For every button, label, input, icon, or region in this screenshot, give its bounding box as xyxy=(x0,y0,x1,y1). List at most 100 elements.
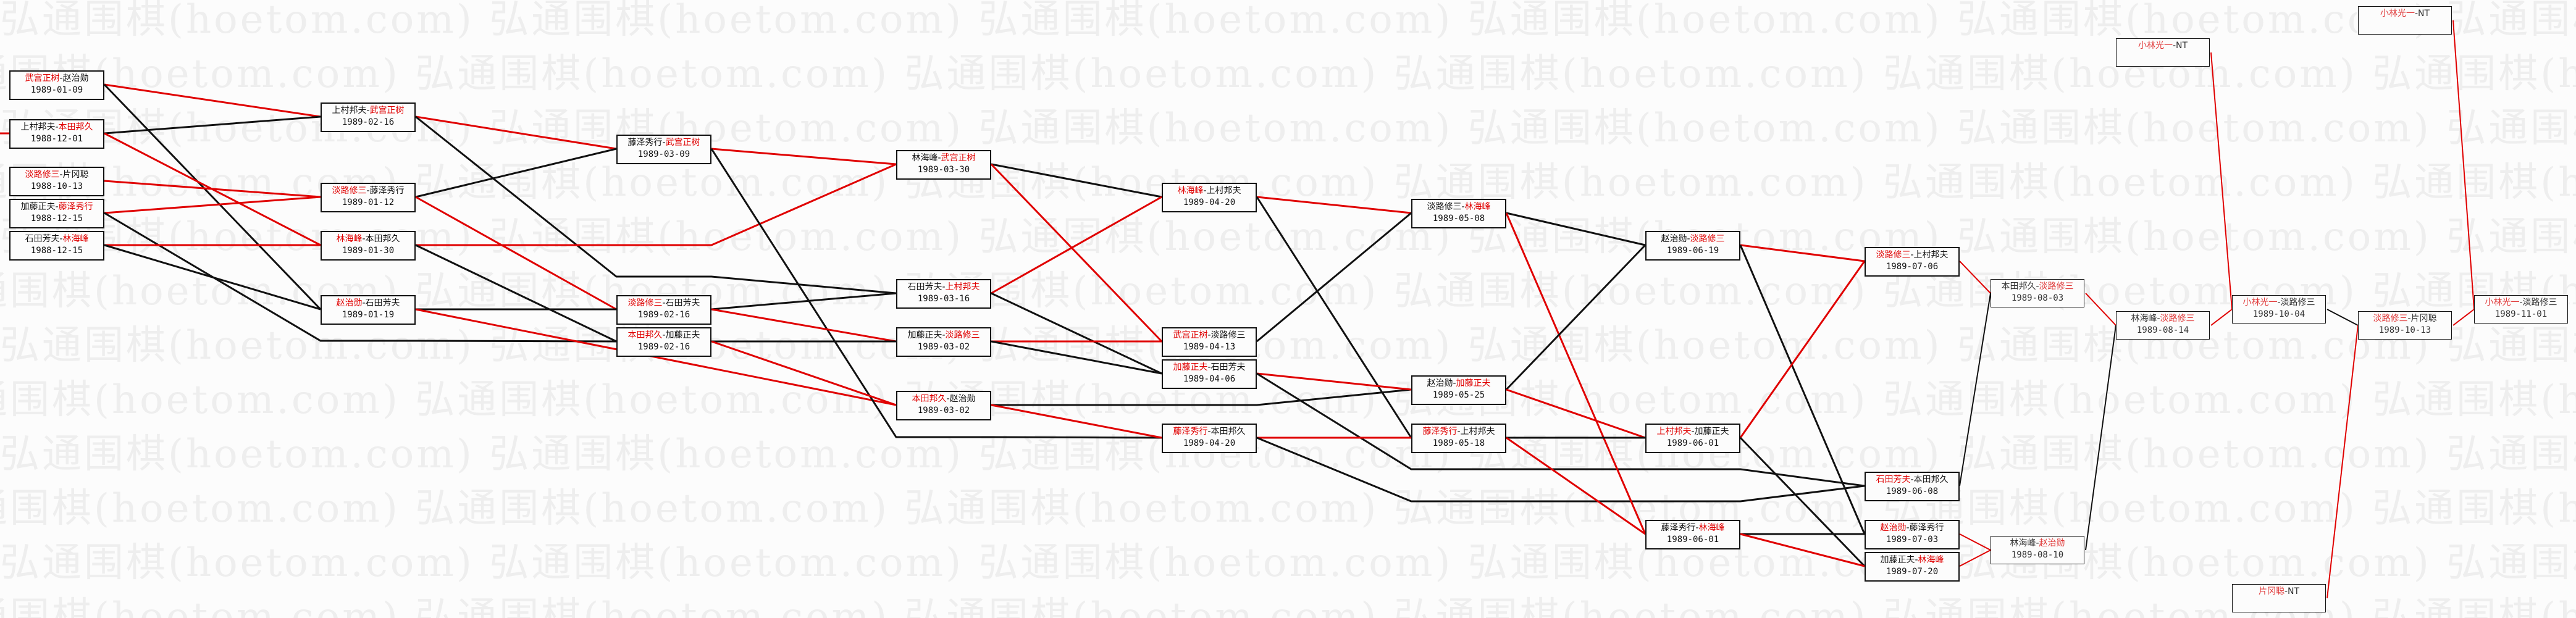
match-box: 淡路修三-片冈聪 1988-10-13 xyxy=(9,167,104,196)
winner-line xyxy=(104,180,321,198)
match-box: 武宫正树-淡路修三 1989-04-13 xyxy=(1162,327,1257,357)
player-2: 武宫正树 xyxy=(665,138,700,148)
player-2: 赵治勋 xyxy=(949,394,976,404)
match-date: 1988-12-01 xyxy=(30,134,83,144)
player-1: 上村邦夫 xyxy=(332,106,367,115)
player-2: 上村邦夫 xyxy=(1206,186,1241,196)
separator: - xyxy=(942,282,946,292)
separator: - xyxy=(2277,298,2281,307)
match-players: 淡路修三-片冈聪 xyxy=(2359,313,2451,325)
winner-line xyxy=(1506,388,1646,439)
match-box: 林海峰-上村邦夫 1989-04-20 xyxy=(1162,183,1257,212)
player-1: 淡路修三 xyxy=(627,298,663,308)
winner-line xyxy=(991,404,1162,439)
separator: - xyxy=(2036,538,2039,548)
winner-line xyxy=(711,148,897,165)
match-box: 小林光一-淡路修三 1989-10-04 xyxy=(2232,295,2326,324)
player-1: 加藤正夫 xyxy=(1173,362,1208,372)
match-date: 1989-10-04 xyxy=(2252,309,2305,319)
winner-line xyxy=(2085,293,2117,326)
player-2: 上村邦夫 xyxy=(945,282,980,292)
match-players: 藤泽秀行-上村邦夫 xyxy=(1412,426,1505,438)
player-2: 林海峰 xyxy=(1918,555,1944,565)
match-box: 武宫正树-赵治勋 1989-01-09 xyxy=(9,70,104,100)
winner-line xyxy=(711,340,897,406)
winner-line xyxy=(1739,261,1866,438)
separator: - xyxy=(662,138,666,148)
match-box: 石田芳夫-本田邦久 1989-06-08 xyxy=(1865,472,1960,501)
winner-line xyxy=(991,196,1162,294)
separator: - xyxy=(662,330,666,340)
player-2: 林海峰 xyxy=(62,234,89,244)
match-box: 淡路修三-藤泽秀行 1989-01-12 xyxy=(321,183,416,212)
match-date: 1989-06-08 xyxy=(1886,486,1939,496)
winner-line xyxy=(1959,533,1991,551)
loser-line xyxy=(104,244,321,311)
separator: - xyxy=(1457,427,1461,436)
player-1: 小林光一 xyxy=(2485,298,2520,307)
player-2: 淡路修三 xyxy=(945,330,980,340)
player-1: 林海峰 xyxy=(2131,314,2157,324)
player-1: 淡路修三 xyxy=(25,170,60,180)
match-date: 1989-07-20 xyxy=(1886,567,1939,577)
separator: - xyxy=(1695,523,1699,533)
player-1: 石田芳夫 xyxy=(907,282,942,292)
player-1: 加藤正夫 xyxy=(1880,555,1915,565)
separator: - xyxy=(946,394,950,404)
winner-line xyxy=(1959,261,1991,294)
separator: - xyxy=(1207,427,1211,436)
match-players: 赵治勋-石田芳夫 xyxy=(322,298,414,309)
player-1: 加藤正夫 xyxy=(20,202,56,212)
separator: - xyxy=(55,202,59,212)
match-players: 小林光一-淡路修三 xyxy=(2475,297,2567,309)
match-players: 林海峰-上村邦夫 xyxy=(1163,185,1256,197)
player-2: 片冈聪 xyxy=(62,170,89,180)
match-box: 小林光一-NT xyxy=(2116,38,2210,67)
match-box: 藤泽秀行-武宫正树 1989-03-09 xyxy=(616,135,711,164)
match-date: 1989-08-03 xyxy=(2011,293,2064,303)
separator: - xyxy=(366,106,370,115)
match-box: 赵治勋-加藤正夫 1989-05-25 xyxy=(1411,375,1506,405)
player-1: 藤泽秀行 xyxy=(1422,427,1458,436)
match-players: 藤泽秀行-武宫正树 xyxy=(618,137,710,149)
match-box: 淡路修三-林海峰 1989-05-08 xyxy=(1411,199,1506,228)
player-1: 藤泽秀行 xyxy=(627,138,663,148)
match-players: 本田邦久-淡路修三 xyxy=(1991,281,2084,293)
loser-line xyxy=(415,148,617,198)
player-2: 淡路修三 xyxy=(2160,314,2195,324)
match-box: 藤泽秀行-林海峰 1989-06-01 xyxy=(1645,520,1740,549)
separator: - xyxy=(1906,523,1910,533)
player-2: NT xyxy=(2288,587,2300,596)
player-1: 林海峰 xyxy=(912,153,938,163)
loser-line xyxy=(1256,436,1865,503)
match-date: 1989-05-18 xyxy=(1432,438,1485,448)
loser-line xyxy=(710,148,1162,439)
separator: - xyxy=(2036,282,2039,291)
player-1: 小林光一 xyxy=(2138,41,2173,51)
match-date: 1989-04-20 xyxy=(1183,198,1236,207)
separator: - xyxy=(362,234,366,244)
winner-line xyxy=(711,308,897,343)
separator: - xyxy=(2157,314,2160,324)
match-date: 1989-02-16 xyxy=(637,342,690,352)
match-box: 林海峰-武宫正树 1989-03-30 xyxy=(896,150,991,180)
separator: - xyxy=(2519,298,2523,307)
winner-line xyxy=(1256,196,1412,214)
match-box: 赵治勋-石田芳夫 1989-01-19 xyxy=(321,295,416,325)
loser-line xyxy=(1256,196,1412,438)
player-1: 林海峰 xyxy=(336,234,363,244)
winner-line xyxy=(104,196,321,214)
match-date: 1989-04-20 xyxy=(1183,438,1236,448)
match-date: 1989-10-13 xyxy=(2378,325,2431,335)
match-players: 片冈聪-NT xyxy=(2233,586,2325,598)
match-players: 石田芳夫-本田邦久 xyxy=(1866,474,1958,486)
match-players: 林海峰-武宫正树 xyxy=(897,152,990,164)
match-players: 赵治勋-淡路修三 xyxy=(1647,233,1739,245)
match-players: 本田邦久-加藤正夫 xyxy=(618,330,710,341)
player-2: 林海峰 xyxy=(1698,523,1725,533)
separator: - xyxy=(1207,330,1211,340)
player-1: 武宫正树 xyxy=(1173,330,1208,340)
loser-line xyxy=(991,163,1162,198)
match-box: 小林光一-NT xyxy=(2358,6,2452,35)
match-box: 石田芳夫-林海峰 1988-12-15 xyxy=(9,231,104,261)
